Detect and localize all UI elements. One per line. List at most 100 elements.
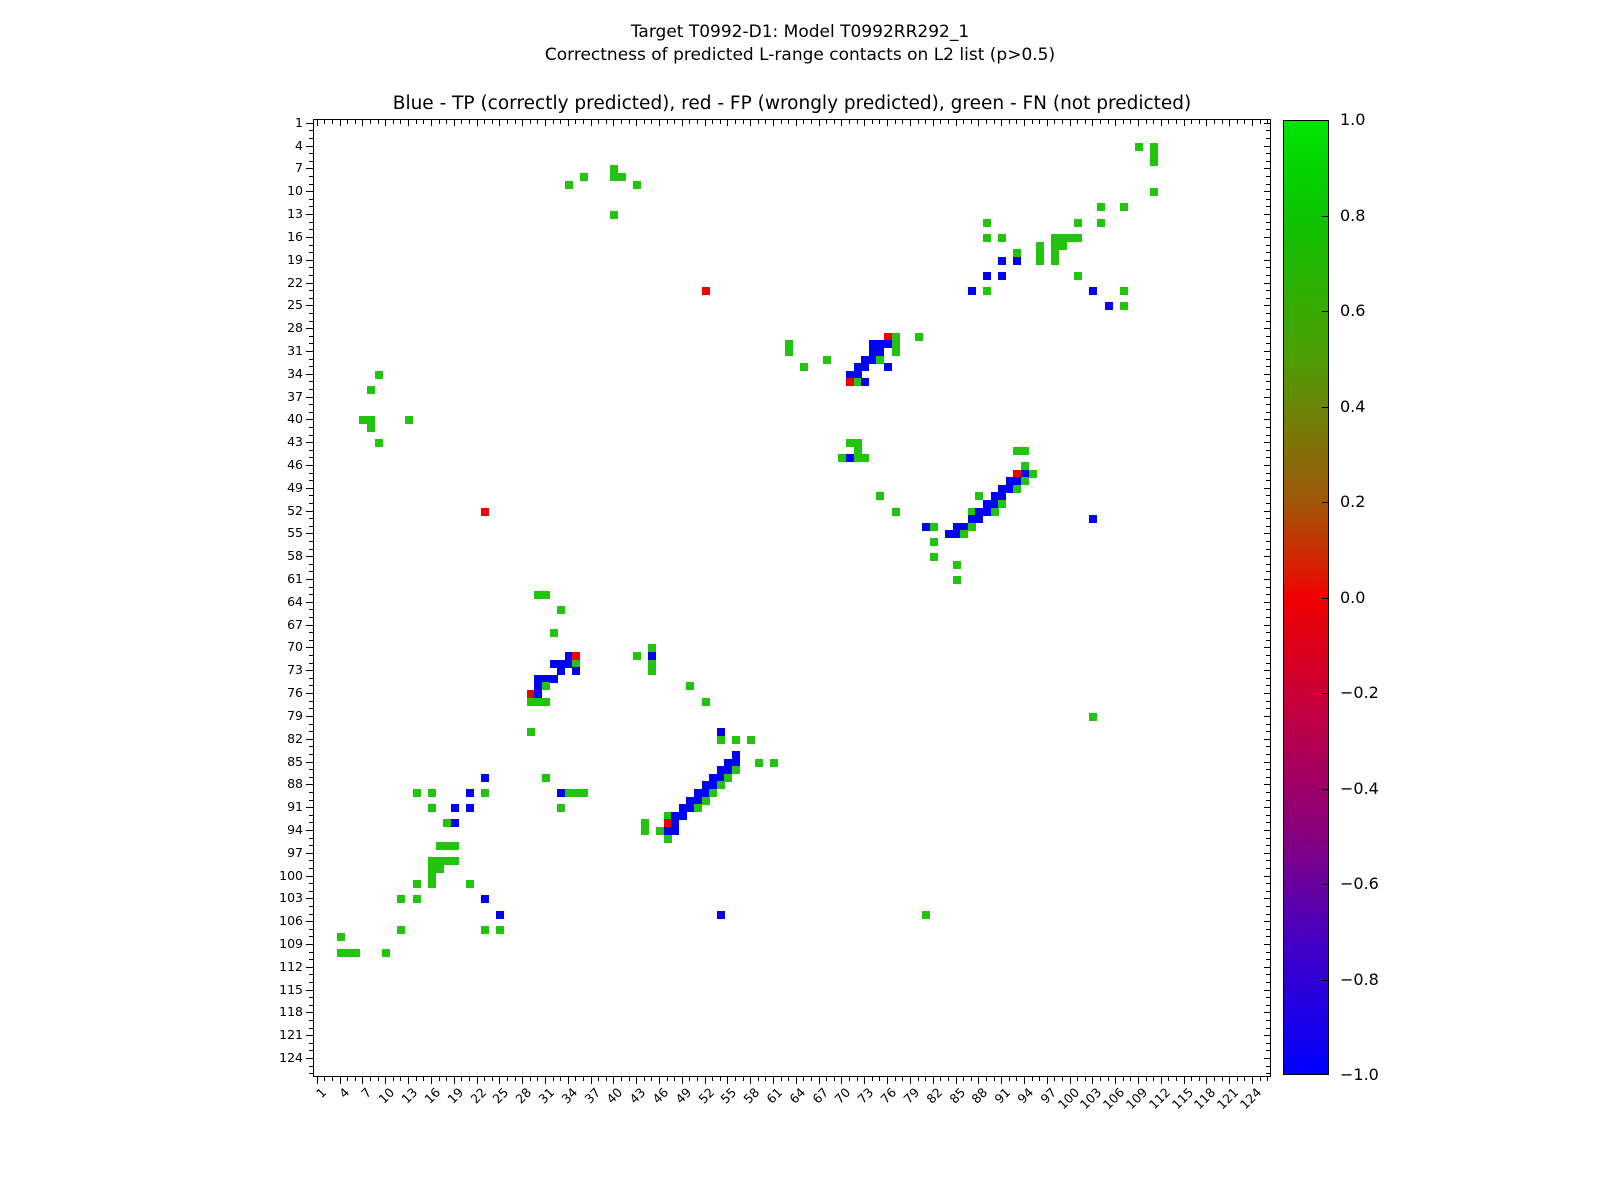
- tick-mark: [309, 130, 313, 132]
- contact-cell-fn: [1089, 712, 1098, 721]
- tick-mark: [826, 1077, 828, 1081]
- contact-cell-fn: [982, 233, 991, 242]
- contact-cell-tp: [716, 910, 725, 919]
- tick-mark: [306, 373, 313, 375]
- tick-mark: [309, 700, 313, 702]
- tick-mark: [993, 1077, 995, 1081]
- tick-mark: [902, 120, 904, 124]
- tick-mark: [1176, 120, 1177, 124]
- y-axis-label: 94: [287, 821, 303, 837]
- y-axis-label: 22: [287, 274, 303, 290]
- tick-mark: [613, 120, 615, 126]
- tick-mark: [306, 168, 313, 170]
- tick-mark: [306, 1058, 313, 1059]
- contact-cell-fn: [701, 796, 710, 805]
- tick-mark: [438, 120, 440, 124]
- tick-mark: [1092, 120, 1094, 126]
- tick-mark: [795, 120, 797, 126]
- contact-cell-fn: [929, 538, 938, 546]
- tick-mark: [651, 1077, 653, 1081]
- tick-mark: [1266, 997, 1270, 999]
- tick-mark: [1023, 1077, 1025, 1084]
- contact-cell-fn: [526, 697, 535, 706]
- contact-cell-fn: [435, 864, 444, 873]
- contact-cell-fn: [617, 173, 626, 181]
- tick-mark: [309, 708, 313, 710]
- tick-mark: [309, 776, 313, 778]
- tick-mark: [643, 120, 645, 124]
- tick-mark: [1259, 1077, 1261, 1081]
- tick-mark: [306, 510, 313, 512]
- tick-mark: [1168, 1077, 1170, 1081]
- tick-mark: [468, 1077, 470, 1081]
- tick-mark: [1264, 943, 1270, 945]
- tick-mark: [985, 1077, 987, 1081]
- tick-mark: [582, 1077, 584, 1081]
- contact-cell-tp: [967, 515, 976, 524]
- contact-cell-fn: [1051, 241, 1060, 250]
- contact-cell-tp: [701, 781, 710, 790]
- tick-mark: [940, 120, 942, 124]
- tick-mark: [727, 1077, 729, 1084]
- contact-cell-fn: [853, 446, 862, 455]
- contact-cell-fn: [732, 766, 740, 775]
- y-axis-label: 124: [279, 1050, 303, 1065]
- tick-mark: [1267, 1077, 1269, 1081]
- contact-cell-tp: [846, 370, 854, 379]
- tick-mark: [1266, 928, 1270, 930]
- tick-mark: [491, 1077, 493, 1081]
- y-axis-label: 82: [287, 730, 303, 746]
- contact-cell-fn: [929, 522, 938, 531]
- tick-mark: [306, 715, 313, 717]
- tick-mark: [1264, 350, 1270, 352]
- tick-mark: [309, 822, 313, 824]
- contact-cell-fn: [549, 629, 558, 638]
- contact-cell-tp: [982, 271, 991, 280]
- y-axis-label: 16: [287, 228, 303, 244]
- tick-mark: [605, 120, 607, 124]
- tick-mark: [392, 120, 394, 124]
- tick-mark: [1008, 120, 1010, 124]
- y-axis-label: 121: [279, 1027, 303, 1043]
- y-axis-label: 7: [295, 160, 303, 176]
- tick-mark: [1266, 1027, 1270, 1029]
- tick-mark: [306, 807, 313, 809]
- tick-mark: [795, 1077, 797, 1084]
- tick-mark: [1264, 898, 1270, 900]
- tick-mark: [306, 624, 313, 626]
- tick-mark: [309, 655, 313, 656]
- contact-cell-fn: [1020, 477, 1029, 486]
- tick-mark: [567, 120, 569, 126]
- tick-mark: [1016, 1077, 1018, 1081]
- tick-mark: [628, 120, 630, 124]
- tick-mark: [306, 784, 313, 786]
- contact-cell-fn: [998, 500, 1007, 508]
- tick-mark: [750, 120, 752, 126]
- contact-cell-fn: [648, 644, 657, 653]
- contact-cell-fn: [1036, 241, 1045, 250]
- tick-mark: [1266, 434, 1270, 436]
- tick-mark: [306, 1012, 313, 1014]
- tick-mark: [1198, 120, 1200, 124]
- contact-cell-fn: [1020, 461, 1029, 470]
- contact-cell-tp: [541, 674, 550, 683]
- y-axis-label: 91: [287, 799, 303, 815]
- contact-cell-tp: [982, 507, 991, 516]
- contact-cell-fn: [716, 781, 725, 790]
- tick-mark: [415, 120, 417, 124]
- contact-cell-fn: [541, 682, 550, 691]
- tick-mark: [947, 1077, 949, 1081]
- y-axis-label: 109: [279, 935, 303, 951]
- tick-mark: [1264, 442, 1270, 444]
- contact-cell-fn: [1013, 249, 1022, 258]
- contact-cell-fn: [534, 591, 543, 600]
- tick-mark: [704, 1077, 706, 1084]
- contact-cell-fn: [1013, 484, 1022, 493]
- contact-cell-fn: [572, 788, 581, 797]
- tick-mark: [309, 404, 313, 406]
- tick-mark: [1264, 464, 1270, 466]
- tick-mark: [1264, 784, 1270, 786]
- tick-mark: [1266, 586, 1270, 588]
- tick-mark: [461, 1077, 463, 1081]
- tick-mark: [339, 120, 341, 126]
